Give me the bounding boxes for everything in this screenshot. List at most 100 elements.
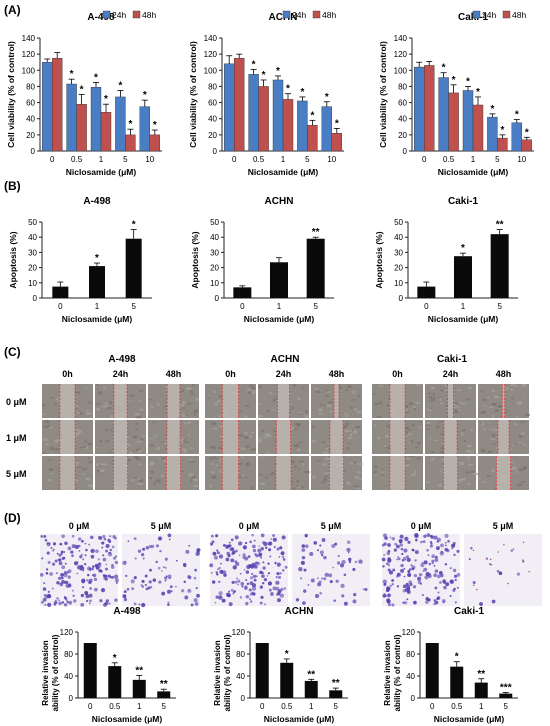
cell-texture — [181, 389, 184, 392]
stained-cell — [196, 593, 200, 598]
y-tick-label: 0 — [241, 694, 246, 703]
stained-cell — [391, 579, 395, 582]
cell-texture — [438, 484, 443, 487]
cell-texture — [75, 391, 80, 394]
stained-cell — [105, 599, 109, 603]
stained-cell — [278, 575, 281, 579]
cell-texture — [161, 441, 165, 443]
invasion-group-a-498: 0 μM 5 μM — [39, 521, 201, 608]
significance-marker: * — [335, 118, 339, 129]
stained-cell — [426, 533, 431, 537]
stained-cell — [260, 556, 263, 559]
stained-cell — [321, 554, 324, 557]
cell-texture — [465, 471, 470, 474]
stained-cell — [145, 545, 150, 550]
stained-cell — [384, 594, 388, 598]
bar-48h — [258, 86, 269, 152]
cell-texture — [347, 437, 352, 439]
stained-cell — [398, 538, 403, 544]
cell-texture — [486, 397, 489, 399]
bar-24h — [297, 100, 308, 152]
stained-cell — [411, 565, 416, 570]
cell-texture — [514, 443, 517, 446]
stained-cell — [85, 548, 88, 552]
stained-cell — [453, 574, 458, 578]
significance-marker: ** — [307, 669, 315, 680]
cell-texture — [243, 415, 248, 418]
stained-cell — [72, 594, 75, 597]
stained-cell — [352, 599, 357, 604]
cell-texture — [406, 458, 412, 460]
cell-texture — [184, 441, 189, 444]
stained-cell — [104, 577, 108, 581]
bar — [280, 662, 294, 698]
stained-cell — [188, 575, 192, 580]
cell-texture — [193, 478, 198, 482]
stained-cell — [424, 575, 429, 580]
invasion-dose-label: 0 μM — [239, 521, 260, 531]
significance-marker: * — [476, 87, 480, 98]
cell-texture — [274, 396, 278, 399]
stained-cell — [42, 597, 47, 602]
cell-texture — [522, 396, 526, 398]
cell-texture — [387, 388, 392, 391]
stained-cell — [217, 551, 220, 555]
cell-texture — [149, 437, 155, 439]
stained-cell — [428, 562, 432, 566]
stained-cell — [434, 569, 439, 573]
y-tick-label: 20 — [398, 131, 407, 140]
cell-texture — [292, 384, 296, 387]
stained-cell — [108, 602, 111, 605]
scratch-image — [42, 384, 93, 418]
cell-texture — [150, 406, 154, 409]
x-tick-label: 0.5 — [451, 702, 463, 711]
cell-texture — [491, 469, 495, 472]
chart-d-achn: ACHN 0 40 80 120 0 0.5 1 5 Niclosamide (μM) Relati… — [213, 606, 348, 724]
x-tick-label: 0 — [88, 702, 93, 711]
stained-cell — [70, 550, 74, 554]
cell-texture — [266, 434, 272, 438]
stained-cell — [159, 550, 162, 553]
cell-texture — [357, 478, 363, 480]
stained-cell — [268, 541, 273, 546]
y-tick-label: 20 — [26, 131, 35, 140]
cell-texture — [416, 457, 421, 460]
stained-cell — [103, 577, 106, 580]
cell-texture — [517, 483, 522, 487]
cell-texture — [480, 422, 484, 426]
cell-texture — [438, 421, 443, 423]
stained-cell — [354, 560, 358, 564]
y-tick-label: 140 — [204, 34, 218, 43]
cell-texture — [405, 431, 408, 434]
cell-texture — [522, 384, 527, 387]
cell-texture — [88, 484, 93, 488]
invasion-dose-label: 5 μM — [493, 521, 514, 531]
stained-cell — [134, 557, 137, 560]
cell-texture — [434, 439, 439, 442]
stained-cell — [103, 537, 107, 541]
cell-texture — [106, 405, 110, 407]
x-axis-label: Niclosamide (μM) — [92, 714, 163, 724]
y-tick-label: 10 — [394, 279, 403, 288]
stained-cell — [218, 566, 221, 570]
cell-texture — [132, 435, 138, 439]
stained-cell — [164, 579, 167, 582]
cell-texture — [139, 479, 143, 483]
stained-cell — [331, 544, 336, 549]
significance-marker: * — [113, 653, 117, 664]
y-tick-label: 0 — [69, 694, 74, 703]
scratch-image — [425, 384, 476, 418]
x-axis-label: Niclosamide (μM) — [434, 714, 505, 724]
x-axis-label: Niclosamide (μM) — [438, 167, 509, 177]
cell-texture — [297, 397, 301, 401]
x-tick-label: 1 — [281, 155, 286, 164]
stained-cell — [111, 545, 115, 549]
cell-texture — [345, 389, 349, 391]
stained-cell — [44, 603, 47, 607]
chart-d-caki-1: Caki-1 0 40 80 120 0 0.5 1 5 Niclosamide (μM) Rela… — [383, 606, 518, 724]
cell-texture — [131, 479, 135, 482]
cell-texture — [406, 409, 410, 413]
stained-cell — [56, 597, 59, 600]
chart-a-caki-1: Caki-102040608010012014000.51510Niclosam… — [378, 10, 534, 177]
chart-title: ACHN — [265, 196, 294, 207]
